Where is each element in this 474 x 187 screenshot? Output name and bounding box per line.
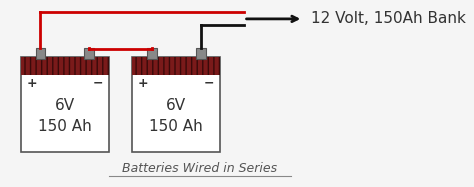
Bar (21, 57, 109, 75)
Bar (132, 57, 220, 75)
Text: +: + (137, 77, 148, 90)
Text: 6V
150 Ah: 6V 150 Ah (38, 98, 92, 134)
Text: −: − (93, 77, 103, 90)
Bar (84, 48, 94, 59)
Bar (36, 48, 46, 59)
Text: 12 Volt, 150Ah Bank: 12 Volt, 150Ah Bank (311, 11, 466, 26)
Bar (132, 57, 220, 152)
Bar (147, 48, 156, 59)
Text: Batteries Wired in Series: Batteries Wired in Series (122, 162, 278, 174)
Bar (21, 57, 109, 152)
Text: 6V
150 Ah: 6V 150 Ah (149, 98, 203, 134)
Bar (132, 57, 220, 75)
Bar (21, 57, 109, 75)
Bar (196, 48, 206, 59)
Text: −: − (204, 77, 215, 90)
Text: +: + (27, 77, 37, 90)
